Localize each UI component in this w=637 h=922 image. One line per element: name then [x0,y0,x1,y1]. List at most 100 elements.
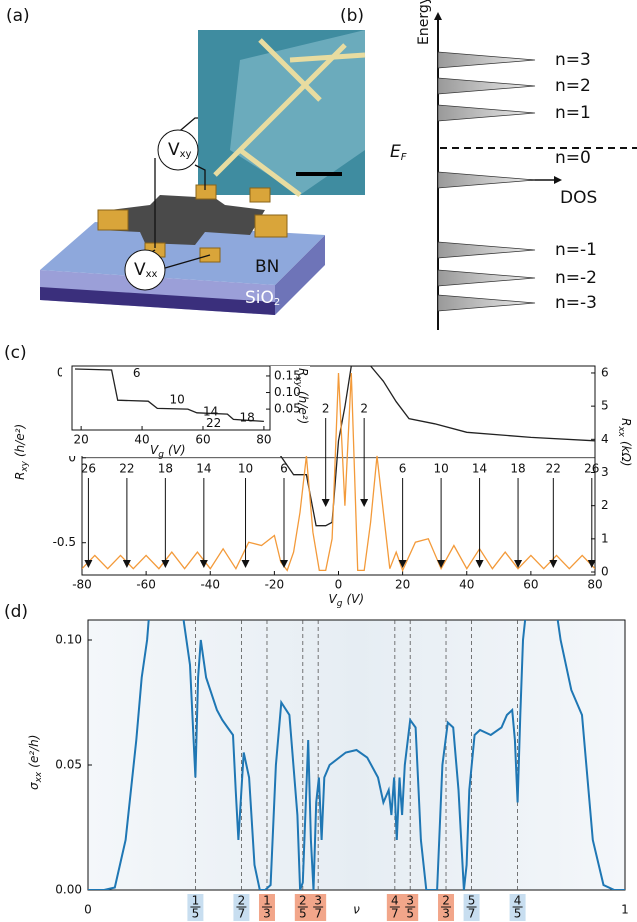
fermi-sub: F [401,152,407,163]
inset-background [62,366,310,456]
annotation: 22 [546,462,561,476]
vxy-meter [157,129,199,171]
landau-peak [437,77,536,95]
fraction-num: 4 [514,894,522,908]
annotation: 10 [238,462,253,476]
y2-tick-label: 4 [601,432,609,446]
annotation: 14 [203,404,218,418]
level-label: n=-3 [555,293,597,313]
y-tick-label: 0.05 [55,758,82,772]
y2-axis-label: Rxx (kΩ) [617,418,634,466]
annotation: 6 [399,462,407,476]
y-axis-label-unit: (h/e²) [297,391,311,424]
fermi-main: E [390,142,401,162]
x-axis-label: Vg (V) [329,592,365,609]
x-tick-label: 60 [195,433,210,447]
fraction-den: 7 [238,907,246,921]
y2-tick-label: 6 [601,365,609,379]
sio2-sub: 2 [274,297,280,308]
slab-top [40,222,325,285]
fraction-num: 2 [442,894,450,908]
level-label: n=0 [555,148,591,168]
x-tick-label: 0 [84,903,92,917]
y-axis-label-main: σ [27,782,41,790]
y2-tick-label: 2 [601,498,609,512]
data-line [74,368,264,423]
landau-peak [437,269,536,287]
y-axis-label-sub: xy [20,460,30,472]
y-tick-label: 0.10 [55,633,82,647]
vxx-sub: xx [146,269,158,280]
panel-label: (b) [340,6,364,26]
fraction-den: 7 [391,907,399,921]
y2-tick-label: 1 [601,531,609,545]
x-axis-label-sub: g [337,599,343,609]
landau-peak [437,241,536,259]
annotation: 26 [584,462,599,476]
x-tick-label: -80 [72,578,92,592]
landau-peak [437,51,536,69]
x-tick-label: 40 [459,578,474,592]
x-axis-label-unit: (V) [168,443,186,457]
x-tick-label: 60 [523,578,538,592]
fraction-den: 3 [263,907,271,921]
y2-tick-label: 0 [601,565,609,579]
annotation: 2 [360,402,368,416]
fraction-den: 7 [314,907,322,921]
x-tick-label: 80 [256,433,271,447]
slab-side [275,235,325,315]
y-axis-label: Rxy (h/e²) [294,368,311,424]
y2-tick-label: 5 [601,399,609,413]
panel-label: (c) [4,343,27,363]
dos-label: DOS [560,188,597,208]
fermi-label: EF [390,142,407,163]
annotation: 6 [280,462,288,476]
fraction-den: 5 [406,907,414,921]
y-tick-label: 0.10 [274,385,301,399]
sio2-main: SiO [245,288,274,308]
annotation: 14 [472,462,487,476]
x-axis-label-main: V [329,592,338,606]
fraction-num: 1 [192,894,200,908]
annotation: 22 [119,462,134,476]
y-axis-label: Rxy (h/e²) [13,424,30,480]
y-tick-label: 0 [68,450,76,464]
annotation: 14 [196,462,211,476]
x-axis-label-sub: g [158,450,164,460]
fraction-num: 5 [468,894,476,908]
energy-label: Energy [416,0,432,45]
y2-axis-label-sub: xx [617,425,627,437]
x-tick-label: 0 [335,578,343,592]
y-axis-label-unit: (e²/h) [27,735,41,768]
plot-frame [87,619,626,891]
micrograph-leads [213,38,366,197]
y-axis-label-main: R [13,472,27,480]
fraction-den: 5 [514,907,522,921]
level-label: n=-1 [555,240,597,260]
bn-label: BN [255,257,279,277]
fraction-num: 3 [406,894,414,908]
x-tick-label: 80 [587,578,602,592]
fraction-den: 7 [468,907,476,921]
fraction-num: 3 [314,894,322,908]
x-axis-label-unit: (V) [346,592,364,606]
annotation: 26 [81,462,96,476]
annotation: 18 [158,462,173,476]
panel-a: (a) Vxy Vxx BN SiO2 [6,6,366,315]
y-axis-label-unit: (h/e²) [13,424,27,457]
panel-label: (a) [6,6,30,26]
x-tick-label: -60 [136,578,156,592]
level-label: n=-2 [555,268,597,288]
vxy-label: Vxy [168,140,192,160]
y2-axis-label-main: R [620,418,634,426]
vxy-main: V [168,140,180,160]
y2-axis-label-unit: (kΩ) [620,441,634,466]
y-axis-label-sub: xx [34,771,44,783]
annotation: 22 [206,416,221,430]
y-tick-label: -0.5 [53,535,76,549]
flake [230,30,365,195]
data-line [82,372,595,573]
landau-peak [437,294,536,312]
